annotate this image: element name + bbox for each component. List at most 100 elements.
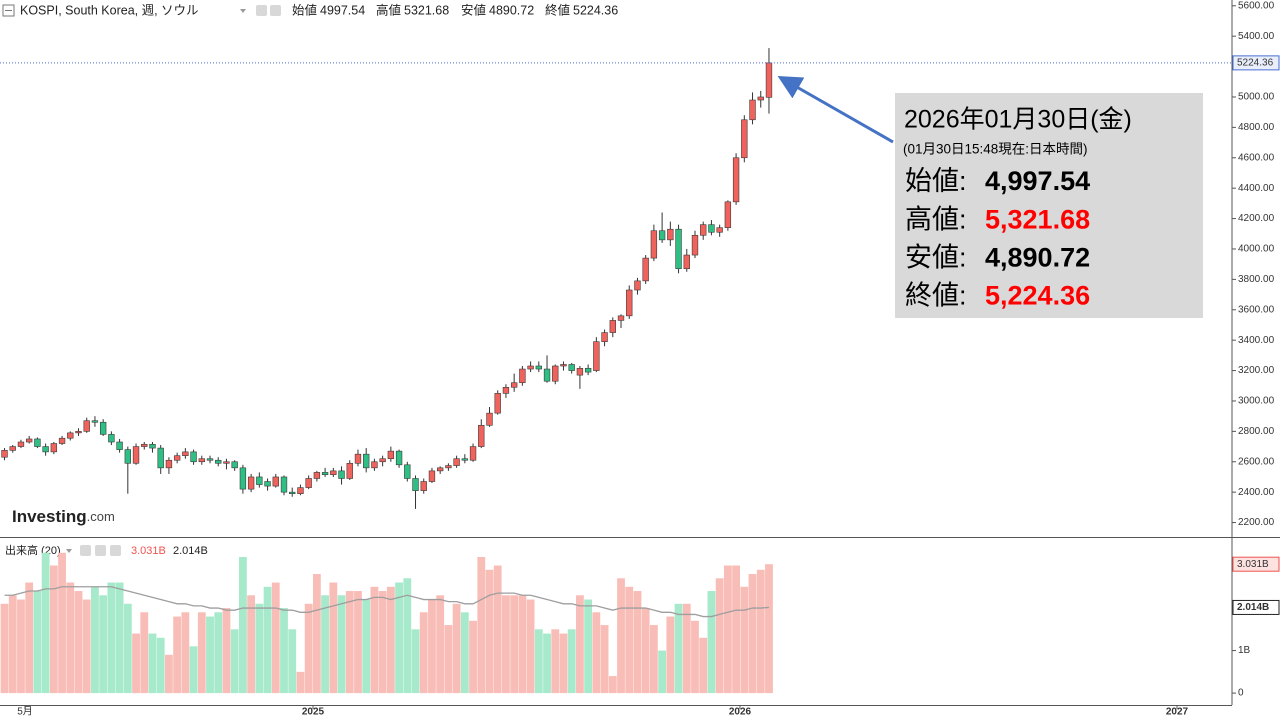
header-label: 高値: [376, 2, 401, 17]
volume-bar: [551, 629, 560, 694]
candle-body: [264, 481, 271, 487]
y-tick-label: 3800.00: [1238, 274, 1275, 285]
y-tick-label: 2400.00: [1238, 487, 1275, 498]
volume-bar: [534, 629, 543, 694]
y-tick-label: 5400.00: [1238, 31, 1275, 42]
volume-bar: [280, 608, 288, 694]
x-tick-label: 2027: [1166, 707, 1189, 718]
volume-bar: [584, 599, 593, 694]
candle-body: [461, 458, 469, 461]
hide-icon[interactable]: [270, 5, 281, 16]
candle-body: [99, 421, 107, 435]
candle-body: [280, 476, 288, 493]
candle-body: [609, 320, 616, 333]
volume-y-tick-label: 0: [1238, 688, 1244, 699]
annotation-label: 終値:: [905, 281, 967, 311]
volume-bar: [436, 595, 445, 694]
candle-body: [691, 234, 699, 256]
volume-bar: [0, 603, 9, 694]
annotation-value: 5,224.36: [985, 281, 1090, 311]
volume-bar: [329, 582, 338, 694]
candle-body: [26, 438, 33, 443]
candle-body: [247, 476, 255, 490]
candle-body: [420, 481, 427, 491]
candle-body: [634, 280, 641, 291]
volume-bar: [658, 650, 667, 694]
volume-bar: [91, 586, 99, 694]
candle-body: [700, 224, 707, 236]
candle-body: [436, 467, 444, 472]
candle-body: [478, 424, 485, 447]
volume-bar: [641, 608, 650, 694]
volume-bar: [107, 582, 116, 694]
candle-body: [182, 451, 189, 456]
candle-body: [502, 386, 510, 394]
candle-body: [494, 393, 501, 414]
volume-bar: [370, 586, 379, 694]
annotation-date: 2026年01月30日(金): [904, 106, 1132, 134]
candle-body: [1, 450, 8, 458]
candle-body: [223, 461, 230, 464]
annotation-note: (01月30日15:48現在:日本時間): [903, 142, 1088, 157]
volume-bar: [115, 582, 124, 694]
volume-bar: [666, 616, 675, 694]
volume-hide-icon[interactable]: [95, 545, 106, 556]
volume-current: 3.031B: [131, 545, 166, 557]
candle-body: [395, 450, 403, 466]
candle-body: [626, 289, 633, 317]
watermark: Investing.com: [12, 507, 115, 526]
candle-body: [683, 254, 690, 270]
volume-bar: [165, 654, 173, 694]
volume-bar: [214, 612, 223, 694]
settings-icon[interactable]: [256, 5, 267, 16]
title-dropdown[interactable]: [240, 9, 246, 13]
volume-bar: [691, 620, 699, 694]
candle-body: [453, 458, 460, 466]
volume-bar: [460, 612, 469, 694]
candle-body: [124, 449, 131, 464]
volume-bar: [238, 557, 247, 694]
volume-bar: [362, 599, 371, 694]
header-label: 始値: [292, 2, 317, 17]
volume-y-tick-label: 1B: [1238, 645, 1251, 656]
volume-dropdown[interactable]: [66, 549, 72, 553]
volume-bar: [395, 582, 403, 694]
header-value: 4997.54: [320, 3, 365, 17]
volume-settings-icon[interactable]: [80, 545, 91, 556]
y-tick-label: 4200.00: [1238, 213, 1275, 224]
volume-bar: [715, 578, 724, 694]
volume-bar: [428, 599, 436, 694]
volume-bar: [567, 629, 576, 694]
candle-body: [165, 459, 173, 469]
candle-body: [132, 446, 140, 464]
volume-bar: [132, 633, 140, 694]
volume-bar: [66, 582, 75, 694]
y-tick-label: 4800.00: [1238, 122, 1275, 133]
x-tick-label: 2025: [302, 707, 325, 718]
volume-close-icon[interactable]: [110, 545, 121, 556]
header-values: 始値 4997.54 高値 5321.68 安値 4890.72 終値 5224.36: [292, 2, 618, 17]
collapse-icon[interactable]: [2, 4, 15, 17]
volume-bar: [189, 646, 198, 694]
volume-bar: [748, 574, 757, 694]
volume-ma-label: 2.014B: [1237, 602, 1269, 613]
candle-body: [58, 437, 66, 444]
candle-body: [741, 119, 748, 159]
candle-body: [313, 472, 321, 479]
volume-bar: [312, 574, 321, 694]
annotation-rows: 始値: 4,997.54 高値: 5,321.68 安値: 4,890.72 終値: 5,22…: [905, 166, 1090, 311]
header-value: 4890.72: [489, 3, 534, 17]
candle-body: [173, 455, 181, 461]
y-tick-label: 2200.00: [1238, 517, 1275, 528]
y-tick-label: 3000.00: [1238, 396, 1275, 407]
candle-body: [428, 470, 436, 482]
candle-body: [190, 451, 197, 463]
volume-bar: [337, 595, 346, 694]
volume-bar: [140, 612, 149, 694]
candle-body: [83, 420, 90, 432]
volume-bar: [173, 616, 182, 694]
candle-body: [141, 443, 148, 447]
volume-bar: [304, 603, 313, 694]
volume-ma-box: [1232, 599, 1280, 615]
